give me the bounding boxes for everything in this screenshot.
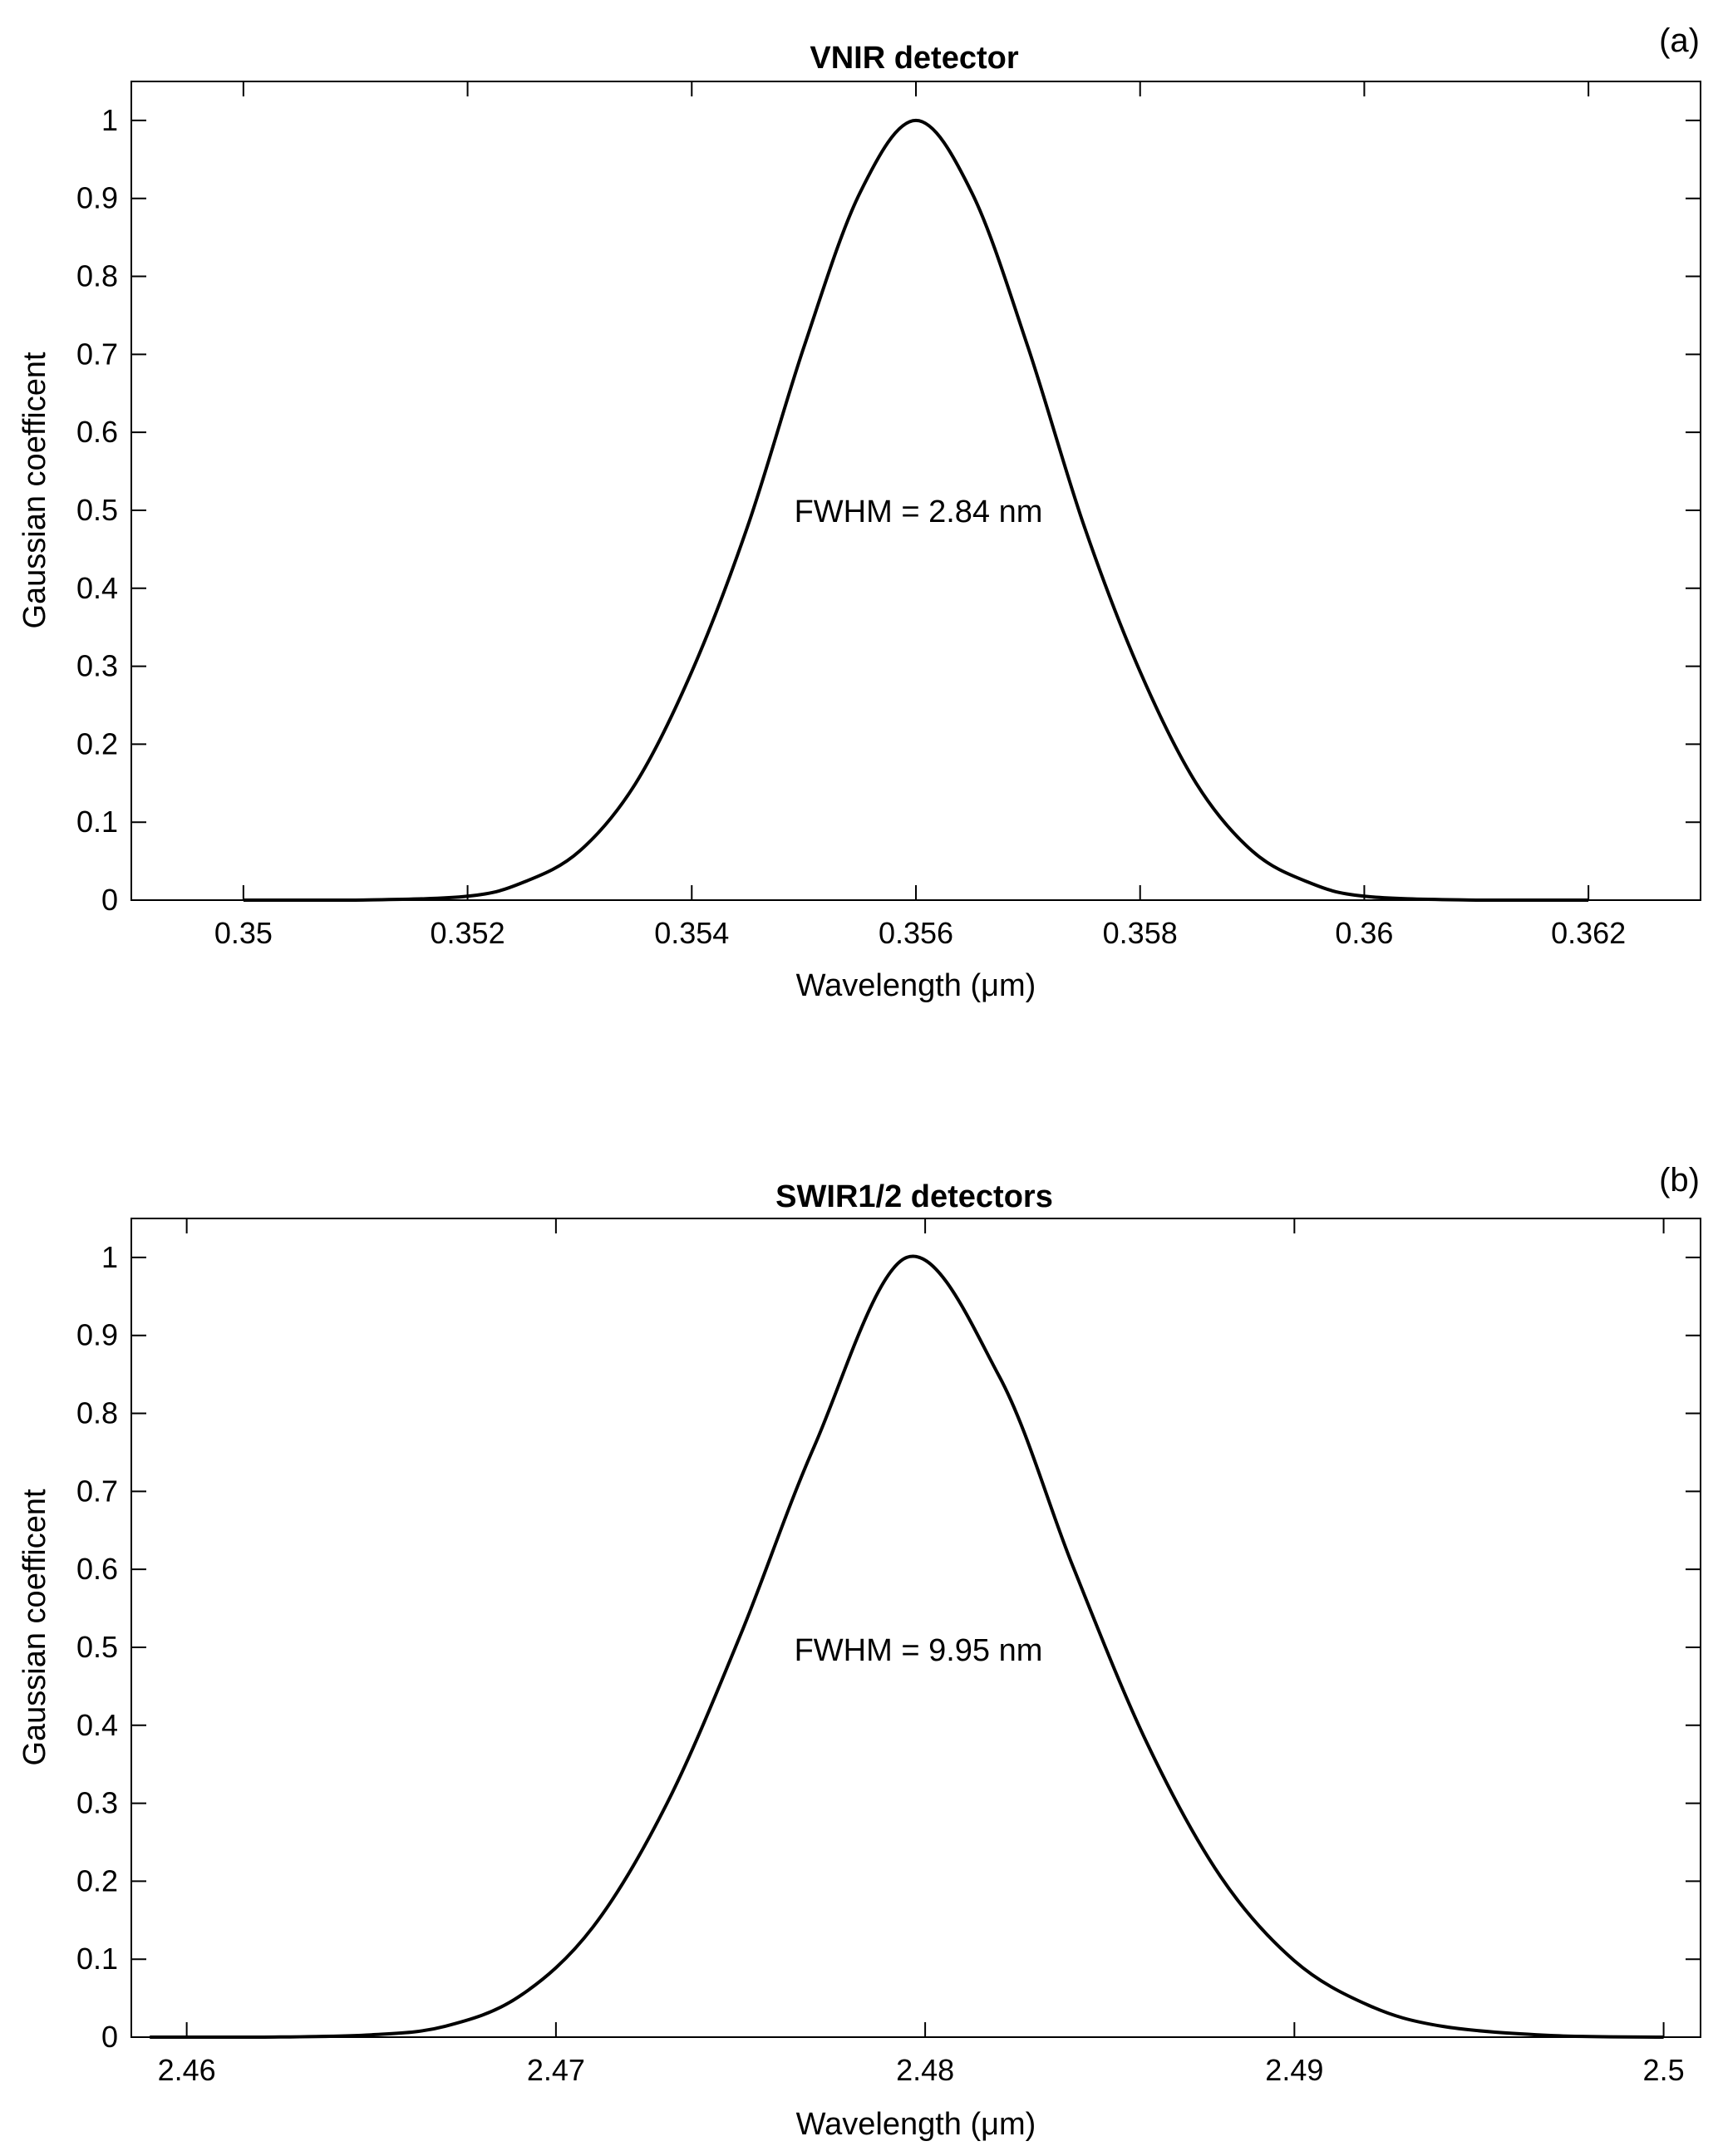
y-tick-label: 0.3 — [76, 1786, 118, 1820]
x-tick-label: 2.49 — [1265, 2053, 1323, 2087]
y-ticks-a: 0 0.1 0.2 0.3 0.4 0.5 0.6 0.7 0.8 0.9 1 — [76, 103, 1701, 917]
fwhm-annotation-a: FWHM = 2.84 nm — [795, 495, 1043, 529]
y-tick-label: 0 — [101, 883, 118, 917]
panel-label-a: (a) — [1659, 22, 1700, 59]
y-tick-label: 0.5 — [76, 1630, 118, 1664]
y-tick-label: 0.1 — [76, 1942, 118, 1976]
fwhm-annotation-b: FWHM = 9.95 nm — [795, 1633, 1043, 1668]
y-axis-label-a: Gaussian coefficent — [17, 352, 52, 628]
x-tick-label: 0.354 — [654, 916, 729, 950]
y-tick-label: 0.8 — [76, 1396, 118, 1430]
y-tick-label: 0.9 — [76, 1318, 118, 1352]
y-tick-label: 0.4 — [76, 571, 118, 605]
y-tick-label: 0.6 — [76, 1552, 118, 1586]
x-tick-label: 0.36 — [1335, 916, 1393, 950]
chart-panel-a: (a) VNIR detector 0 0.1 0.2 0.3 0.4 0.5 0.6 0.7… — [17, 22, 1701, 1003]
y-tick-label: 0.5 — [76, 493, 118, 527]
x-tick-label: 2.47 — [527, 2053, 585, 2087]
y-tick-label: 1 — [101, 103, 118, 137]
panel-label-b: (b) — [1659, 1162, 1700, 1199]
y-tick-label: 0.1 — [76, 805, 118, 839]
y-tick-label: 0.2 — [76, 1863, 118, 1898]
y-tick-label: 0.2 — [76, 726, 118, 761]
gaussian-curve-b — [150, 1254, 1664, 2040]
gaussian-curve-a — [243, 118, 1589, 903]
x-tick-label: 0.362 — [1551, 916, 1626, 950]
y-tick-label: 0.8 — [76, 259, 118, 293]
y-tick-label: 0.7 — [76, 1474, 118, 1508]
chart-title-b: SWIR1/2 detectors — [775, 1179, 1053, 1214]
chart-panel-b: (b) SWIR1/2 detectors 0 0.1 0.2 0.3 0.4 0.5 0.… — [17, 1162, 1701, 2142]
y-tick-label: 0.7 — [76, 337, 118, 371]
y-tick-label: 0.6 — [76, 415, 118, 449]
y-tick-label: 0 — [101, 2020, 118, 2054]
x-tick-label: 0.358 — [1103, 916, 1178, 950]
x-ticks-a: 0.35 0.352 0.354 0.356 0.358 0.36 0.362 — [214, 81, 1626, 950]
y-tick-label: 1 — [101, 1240, 118, 1274]
y-ticks-b: 0 0.1 0.2 0.3 0.4 0.5 0.6 0.7 0.8 0.9 1 — [76, 1240, 1701, 2054]
y-tick-label: 0.4 — [76, 1708, 118, 1742]
plot-frame-a — [130, 81, 1701, 901]
x-tick-label: 2.48 — [896, 2053, 954, 2087]
x-ticks-b: 2.46 2.47 2.48 2.49 2.5 — [158, 1218, 1685, 2087]
x-tick-label: 2.5 — [1643, 2053, 1685, 2087]
x-axis-label-a: Wavelength (μm) — [796, 968, 1036, 1003]
x-tick-label: 0.352 — [431, 916, 505, 950]
plot-frame-b — [130, 1218, 1701, 2038]
x-tick-label: 0.356 — [879, 916, 953, 950]
chart-title-a: VNIR detector — [810, 41, 1018, 76]
y-tick-label: 0.9 — [76, 181, 118, 215]
y-axis-label-b: Gaussian coefficent — [17, 1489, 52, 1765]
y-tick-label: 0.3 — [76, 649, 118, 683]
x-tick-label: 2.46 — [158, 2053, 216, 2087]
x-tick-label: 0.35 — [214, 916, 273, 950]
x-axis-label-b: Wavelength (μm) — [796, 2107, 1036, 2142]
